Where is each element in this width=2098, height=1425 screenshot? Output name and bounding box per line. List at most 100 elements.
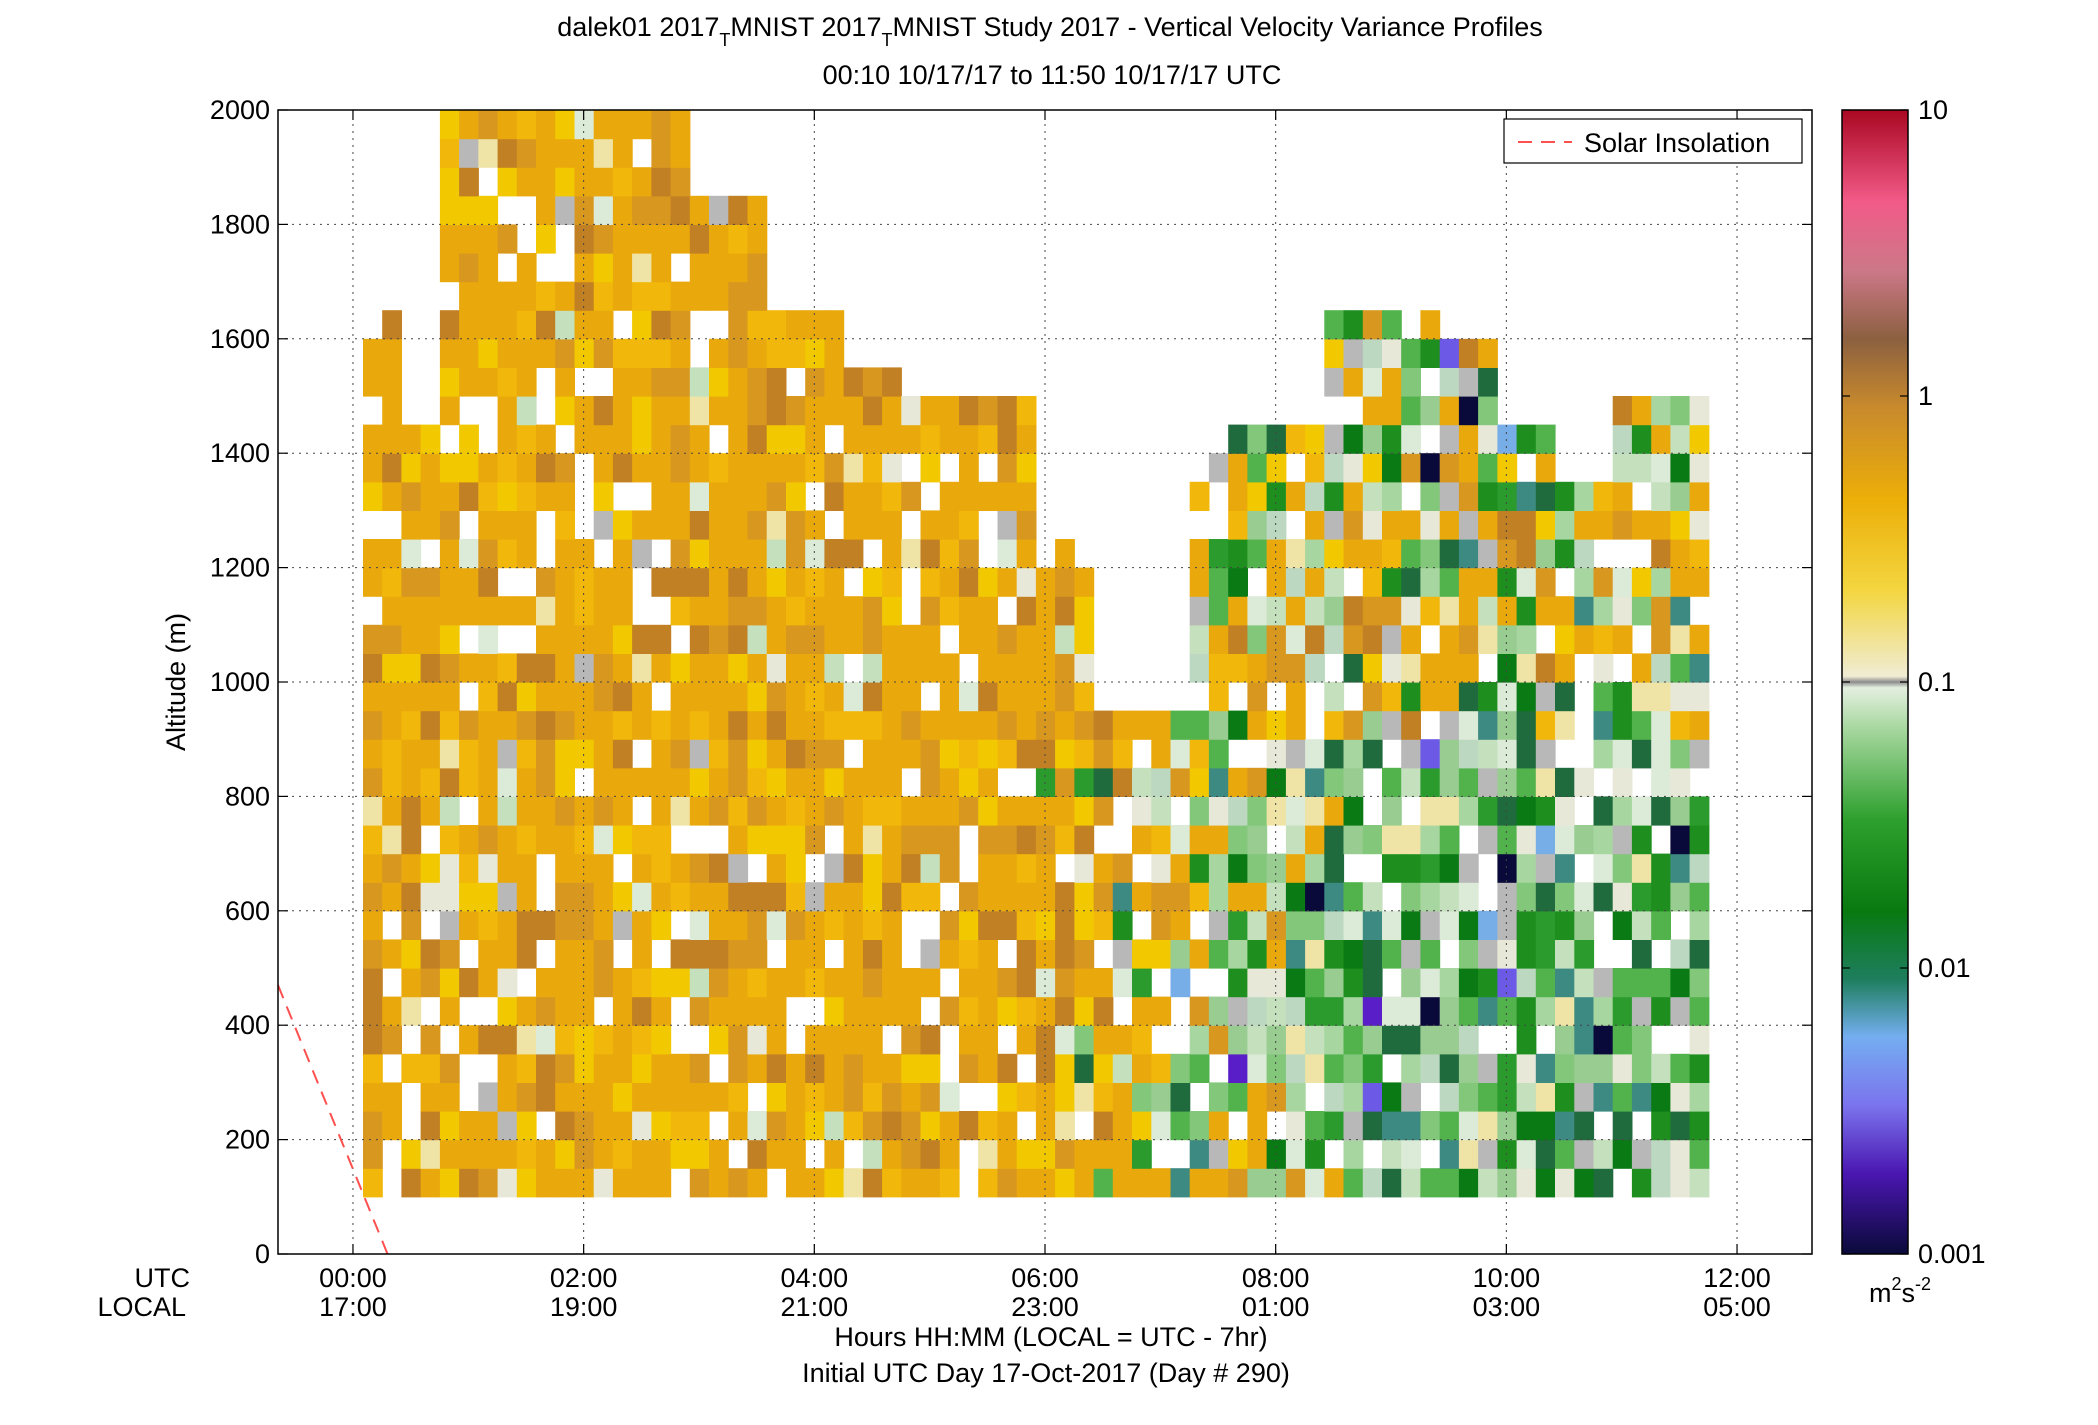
heatmap-cell — [401, 1139, 422, 1169]
heatmap-cell — [689, 939, 710, 969]
heatmap-cell — [1516, 596, 1537, 626]
heatmap-cell — [709, 968, 729, 998]
heatmap-cell — [689, 424, 710, 454]
heatmap-cell — [1382, 453, 1402, 483]
heatmap-cell — [1535, 1053, 1556, 1083]
heatmap-cell — [920, 510, 941, 540]
heatmap-cell — [1420, 682, 1441, 712]
heatmap-cell — [1401, 1139, 1421, 1169]
heatmap-cell — [401, 968, 422, 998]
heatmap-cell — [1420, 396, 1441, 426]
heatmap-cell — [843, 510, 864, 540]
heatmap-cell — [786, 825, 806, 855]
heatmap-cell — [382, 596, 402, 626]
heatmap-cell — [439, 1168, 460, 1198]
heatmap-cell — [805, 453, 825, 483]
heatmap-cell — [978, 882, 998, 912]
solar-insolation-path — [277, 984, 389, 1255]
heatmap-cell — [689, 739, 710, 769]
heatmap-cell — [1420, 453, 1441, 483]
heatmap-cell — [1574, 624, 1595, 654]
heatmap-cell — [959, 710, 979, 740]
heatmap-cell — [1055, 1111, 1075, 1141]
heatmap-cell — [382, 338, 402, 368]
heatmap-cell — [1574, 1053, 1595, 1083]
heatmap-cell — [862, 1139, 883, 1169]
heatmap-cell — [1035, 682, 1056, 712]
heatmap-cell — [1305, 796, 1325, 826]
heatmap-cell — [420, 796, 441, 826]
heatmap-cell — [516, 481, 537, 511]
heatmap-cell — [1208, 1025, 1229, 1055]
heatmap-cell — [478, 1025, 499, 1055]
heatmap-cell — [670, 453, 691, 483]
heatmap-cell — [901, 481, 922, 511]
heatmap-cell — [459, 739, 479, 769]
heatmap-cell — [1535, 910, 1556, 940]
heatmap-cell — [920, 1111, 941, 1141]
heatmap-cell — [439, 1139, 460, 1169]
heatmap-cell — [728, 481, 749, 511]
heatmap-cell — [1170, 767, 1191, 797]
heatmap-cell — [1555, 939, 1575, 969]
heatmap-cell — [1401, 567, 1421, 597]
heatmap-cell — [1189, 1053, 1210, 1083]
heatmap-cell — [516, 396, 537, 426]
heatmap-cell — [574, 195, 595, 225]
heatmap-cell — [1112, 1168, 1133, 1198]
heatmap-cell — [651, 138, 672, 168]
heatmap-cell — [1612, 996, 1633, 1026]
heatmap-cell — [1362, 510, 1383, 540]
heatmap-cell — [1497, 624, 1518, 654]
heatmap-cell — [1132, 825, 1152, 855]
heatmap-cell — [574, 310, 595, 340]
heatmap-cell — [574, 424, 595, 454]
heatmap-cell — [651, 195, 672, 225]
heatmap-cell — [959, 539, 979, 569]
heatmap-cell — [1324, 424, 1345, 454]
heatmap-cell — [1266, 1082, 1287, 1112]
heatmap-cell — [574, 910, 595, 940]
heatmap-cell — [382, 539, 402, 569]
heatmap-cell — [612, 1111, 633, 1141]
heatmap-cell — [824, 968, 845, 998]
heatmap-cell — [1689, 882, 1710, 912]
heatmap-cell — [363, 882, 383, 912]
heatmap-cell — [1478, 710, 1498, 740]
heatmap-cell — [632, 968, 652, 998]
heatmap-cell — [612, 253, 633, 283]
heatmap-cell — [1208, 939, 1229, 969]
heatmap-cell — [1266, 539, 1287, 569]
heatmap-cell — [1285, 653, 1306, 683]
heatmap-cell — [1689, 996, 1710, 1026]
heatmap-cell — [1055, 1139, 1075, 1169]
heatmap-cell — [1612, 1053, 1633, 1083]
heatmap-cell — [728, 424, 749, 454]
heatmap-cell — [1093, 710, 1114, 740]
heatmap-cell — [1555, 624, 1575, 654]
heatmap-cell — [651, 310, 672, 340]
heatmap-cell — [1670, 1111, 1691, 1141]
heatmap-cell — [593, 968, 614, 998]
heatmap-cell — [382, 624, 402, 654]
heatmap-cell — [997, 825, 1018, 855]
heatmap-cell — [1612, 882, 1633, 912]
heatmap-cell — [612, 882, 633, 912]
heatmap-cell — [439, 653, 460, 683]
heatmap-cell — [632, 825, 652, 855]
heatmap-cell — [1478, 424, 1498, 454]
heatmap-cell — [401, 710, 422, 740]
heatmap-cell — [1535, 1111, 1556, 1141]
heatmap-cell — [862, 853, 883, 883]
heatmap-cell — [1458, 1168, 1479, 1198]
heatmap-cell — [1343, 596, 1364, 626]
heatmap-cell — [901, 1082, 922, 1112]
heatmap-cell — [1631, 996, 1652, 1026]
heatmap-cell — [709, 853, 729, 883]
heatmap-cell — [1612, 596, 1633, 626]
heatmap-cell — [1305, 424, 1325, 454]
heatmap-cell — [439, 167, 460, 197]
heatmap-cell — [1093, 1168, 1114, 1198]
heatmap-cell — [593, 1053, 614, 1083]
heatmap-cell — [1516, 424, 1537, 454]
